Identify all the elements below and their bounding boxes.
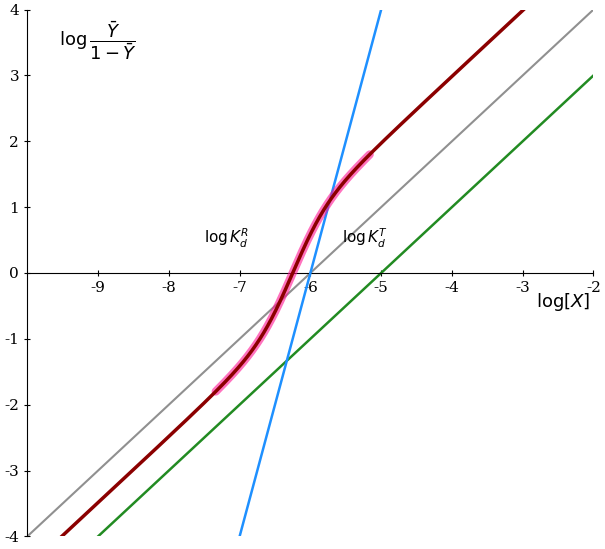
Text: $\log \dfrac{\bar{Y}}{1-\bar{Y}}$: $\log \dfrac{\bar{Y}}{1-\bar{Y}}$ bbox=[59, 20, 137, 63]
Text: $\log[X]$: $\log[X]$ bbox=[535, 292, 590, 313]
Text: $\log K_d^R$: $\log K_d^R$ bbox=[204, 227, 249, 250]
Text: $\log K_d^T$: $\log K_d^T$ bbox=[342, 227, 388, 250]
